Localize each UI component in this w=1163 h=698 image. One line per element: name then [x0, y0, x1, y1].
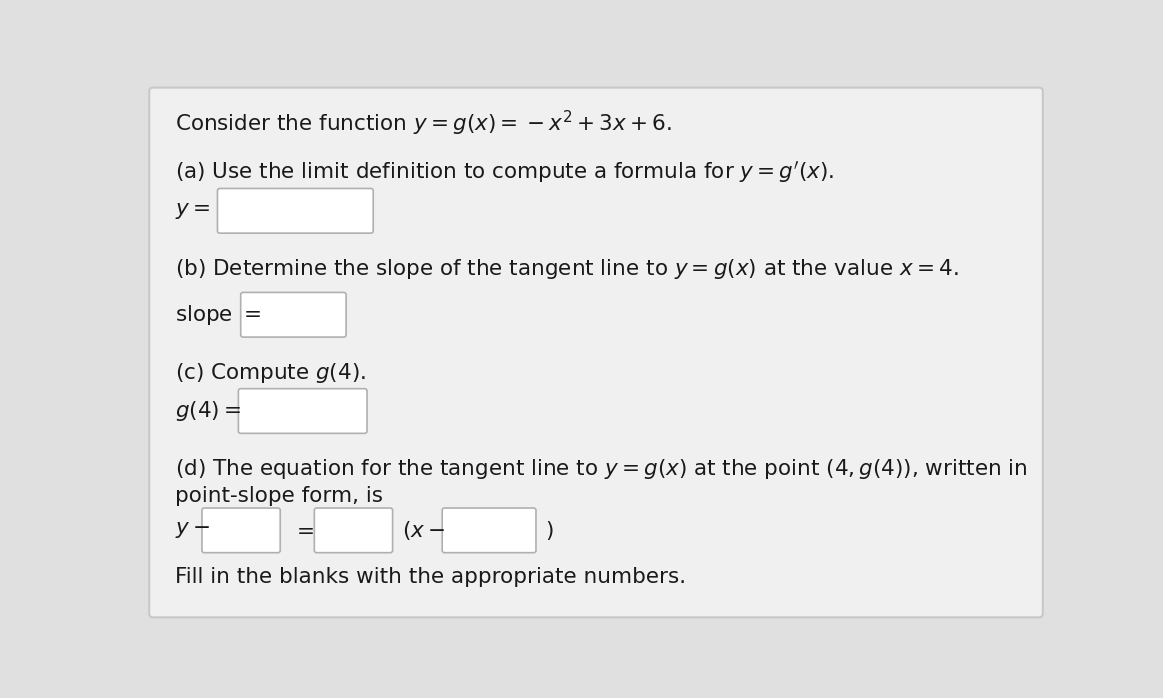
FancyBboxPatch shape: [217, 188, 373, 233]
FancyBboxPatch shape: [202, 508, 280, 553]
Text: (c) Compute $g(4)$.: (c) Compute $g(4)$.: [174, 360, 365, 385]
Text: slope $=$: slope $=$: [174, 303, 261, 327]
FancyBboxPatch shape: [238, 389, 368, 433]
FancyBboxPatch shape: [442, 508, 536, 553]
FancyBboxPatch shape: [149, 88, 1043, 617]
FancyBboxPatch shape: [314, 508, 393, 553]
FancyBboxPatch shape: [241, 292, 347, 337]
Text: (d) The equation for the tangent line to $y = g(x)$ at the point $(4, g(4))$, wr: (d) The equation for the tangent line to…: [174, 456, 1028, 481]
Text: $y = $: $y = $: [174, 201, 211, 221]
Text: $g(4) =$: $g(4) =$: [174, 399, 241, 423]
Text: $=$: $=$: [292, 521, 314, 540]
Text: point-slope form, is: point-slope form, is: [174, 486, 383, 506]
Text: (a) Use the limit definition to compute a formula for $y = g'(x)$.: (a) Use the limit definition to compute …: [174, 160, 834, 185]
Text: $y-$: $y-$: [174, 521, 211, 540]
Text: (b) Determine the slope of the tangent line to $y = g(x)$ at the value $x = 4$.: (b) Determine the slope of the tangent l…: [174, 257, 958, 281]
Text: Fill in the blanks with the appropriate numbers.: Fill in the blanks with the appropriate …: [174, 567, 686, 586]
Text: Consider the function $y = g(x) = -x^2 + 3x + 6$.: Consider the function $y = g(x) = -x^2 +…: [174, 109, 671, 138]
Text: $)$: $)$: [545, 519, 554, 542]
Text: $(x-$: $(x-$: [402, 519, 445, 542]
